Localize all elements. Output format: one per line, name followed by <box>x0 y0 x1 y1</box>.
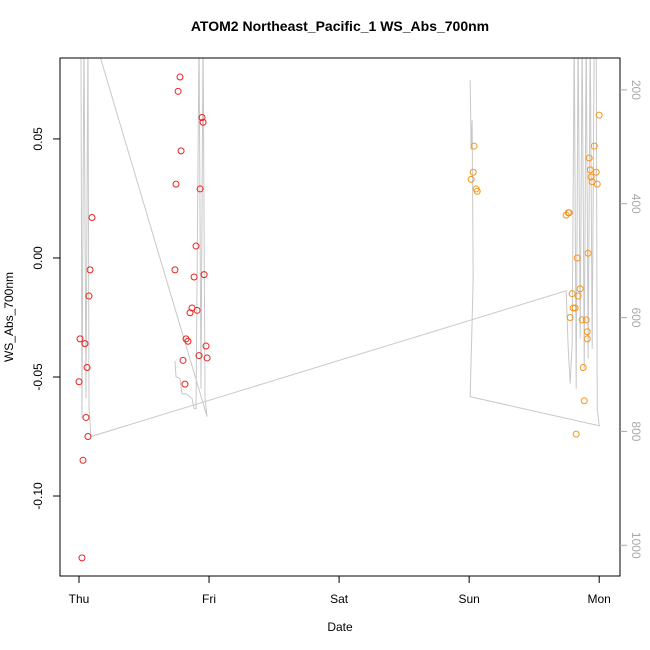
data-point <box>590 142 598 150</box>
data-point <box>571 304 579 312</box>
data-point <box>568 290 576 298</box>
data-point <box>177 147 185 155</box>
data-point <box>200 271 208 279</box>
data-point <box>78 554 86 562</box>
data-point <box>176 73 184 81</box>
y2-tick-label: 400 <box>629 194 643 214</box>
data-point <box>88 213 96 221</box>
data-point <box>592 168 600 176</box>
data-point <box>86 266 94 274</box>
data-point <box>595 111 603 119</box>
data-point <box>583 328 591 336</box>
data-point <box>587 173 595 181</box>
data-point <box>82 413 90 421</box>
data-point <box>195 352 203 360</box>
data-point <box>79 456 87 464</box>
data-point <box>193 306 201 314</box>
y2-tick-label: 800 <box>629 421 643 441</box>
data-point <box>467 175 475 183</box>
data-point <box>470 142 478 150</box>
plot-area <box>75 58 603 562</box>
data-point <box>578 316 586 324</box>
y-axis-label: WS_Abs_700nm <box>2 272 16 362</box>
y2-tick-label: 1000 <box>629 532 643 559</box>
data-point <box>172 180 180 188</box>
data-point <box>83 363 91 371</box>
y2-tick-label: 600 <box>629 308 643 328</box>
data-point <box>584 249 592 257</box>
y-tick-label: 0.05 <box>31 127 45 151</box>
y2-tick-label: 200 <box>629 80 643 100</box>
data-point <box>572 430 580 438</box>
data-point <box>574 292 582 300</box>
data-point <box>569 304 577 312</box>
y-tick-label: -0.05 <box>31 363 45 391</box>
data-point <box>179 356 187 364</box>
data-point <box>171 266 179 274</box>
data-point <box>198 114 206 122</box>
x-tick-label: Fri <box>202 592 216 606</box>
chart-title: ATOM2 Northeast_Pacific_1 WS_Abs_700nm <box>191 18 489 34</box>
data-point <box>573 254 581 262</box>
data-point <box>469 168 477 176</box>
x-tick-label: Sat <box>330 592 349 606</box>
data-point <box>196 185 204 193</box>
y-tick-label: -0.10 <box>31 482 45 510</box>
data-point <box>192 242 200 250</box>
data-point <box>583 335 591 343</box>
data-point <box>202 342 210 350</box>
data-point <box>199 118 207 126</box>
data-point <box>76 335 84 343</box>
data-point <box>181 380 189 388</box>
data-point <box>566 313 574 321</box>
data-point <box>576 285 584 293</box>
data-point <box>582 316 590 324</box>
x-axis-label: Date <box>327 620 353 634</box>
x-tick-label: Sun <box>458 592 479 606</box>
data-point <box>586 166 594 174</box>
data-point <box>565 209 573 217</box>
x-tick-label: Thu <box>69 592 90 606</box>
data-point <box>84 433 92 441</box>
data-point <box>585 154 593 162</box>
plot-frame <box>59 57 621 577</box>
data-point <box>190 273 198 281</box>
data-point <box>186 309 194 317</box>
data-point <box>580 397 588 405</box>
data-point <box>85 292 93 300</box>
data-point <box>184 337 192 345</box>
data-point <box>593 180 601 188</box>
data-point <box>473 187 481 195</box>
data-point <box>579 363 587 371</box>
y-tick-label: 0.00 <box>31 246 45 270</box>
x-tick-label: Mon <box>588 592 611 606</box>
data-point <box>81 340 89 348</box>
data-point <box>75 378 83 386</box>
depth-line <box>80 58 600 438</box>
data-point <box>203 354 211 362</box>
data-point <box>174 87 182 95</box>
